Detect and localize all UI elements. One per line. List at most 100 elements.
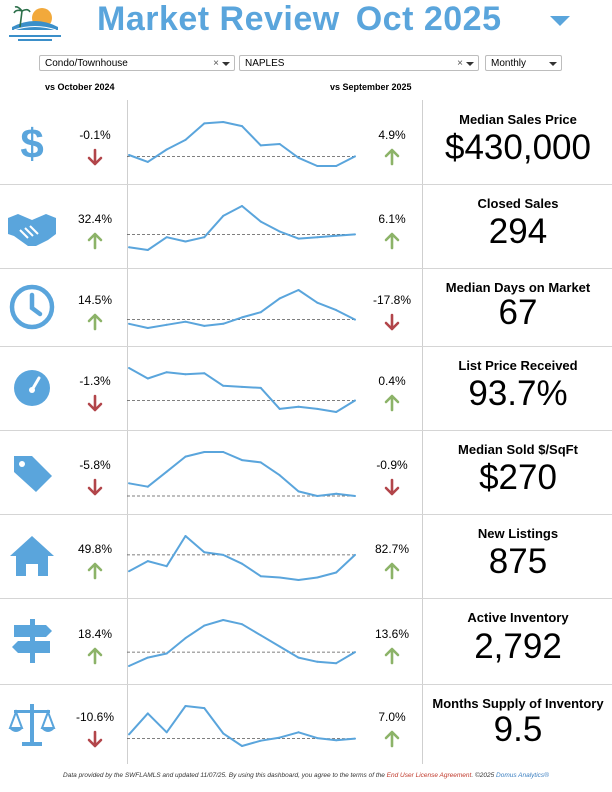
data-point [165,371,168,374]
row-divider [0,346,612,347]
yoy-change: 49.8% [77,542,113,556]
clear-property-type-icon[interactable]: × [213,58,219,69]
sparkline-chart [127,619,357,667]
data-point [354,737,356,740]
data-point [165,148,168,151]
footer: Data provided by the SWFLAMLS and update… [0,772,612,779]
data-point [184,320,187,323]
data-point [259,311,262,314]
chevron-down-icon[interactable] [466,62,474,66]
clear-area-icon[interactable]: × [457,58,463,69]
arrow-up-icon [384,148,400,166]
sparkline-chart [127,289,357,329]
data-point [146,160,149,163]
data-point [184,535,187,537]
data-point [203,372,206,375]
arrow-up-icon [384,730,400,748]
data-point [297,656,300,659]
period-select[interactable]: Monthly [485,55,562,71]
data-point [335,234,338,237]
data-point [203,551,206,554]
data-point [165,652,168,655]
metric-row: 32.4% 6.1% Closed Sales 294 [0,184,612,268]
property-type-select[interactable]: Condo/Townhouse × [39,55,235,71]
metric-row: 14.5% -17.8% Median Days on Market 67 [0,268,612,346]
data-point [335,571,338,574]
data-point [128,367,130,369]
data-point [146,249,149,251]
yoy-change: -0.1% [79,128,111,142]
data-point [184,705,187,707]
series-line [128,451,356,497]
arrow-down-icon [384,313,400,331]
data-point [222,619,225,621]
data-point [128,482,130,485]
data-point [316,407,319,410]
data-point [241,385,243,388]
arrow-up-icon [384,232,400,250]
arrow-down-icon [87,394,103,412]
data-point [128,322,130,325]
eula-link[interactable]: End User License Agreement [386,772,472,779]
data-point [203,624,206,627]
chevron-down-icon[interactable] [222,62,230,66]
sparkline-chart [127,205,357,251]
mom-change: 13.6% [374,627,410,641]
data-point [335,492,338,495]
data-point [241,205,243,207]
series-line [128,535,356,581]
data-point [184,455,187,458]
data-point [278,143,281,145]
data-point [316,301,319,304]
data-point [278,736,281,739]
mom-change: 6.1% [378,212,406,226]
row-divider [0,598,612,599]
metric-row: 49.8% 82.7% New Listings 875 [0,514,612,598]
handshake-icon [8,214,56,246]
data-point [297,490,300,493]
metric-label: Months Supply of Inventory [432,696,604,711]
data-point [146,712,149,715]
data-point [203,122,206,125]
chevron-down-icon[interactable] [549,62,557,66]
data-point [354,553,356,556]
metric-value: 2,792 [474,627,562,666]
month-dropdown-chevron-icon[interactable] [550,16,570,26]
house-icon [10,536,54,576]
data-point [335,662,338,665]
column-header-left: vs October 2024 [45,82,115,92]
yoy-change: -10.6% [75,710,115,724]
mom-change: -17.8% [372,293,412,307]
data-point [259,575,262,578]
domus-analytics-link[interactable]: Domus Analytics® [496,772,549,779]
data-point [222,322,225,325]
mom-change: 82.7% [374,542,410,556]
data-point [203,324,206,327]
data-point [184,637,187,640]
data-point [316,737,319,740]
data-point [184,138,187,141]
data-point [316,236,319,239]
data-point [222,451,225,453]
metric-value: $430,000 [445,128,591,167]
metric-row: 18.4% 13.6% Active Inventory 2,792 [0,598,612,684]
sparkline-chart [127,705,357,747]
metric-value: 67 [498,293,538,332]
property-type-value: Condo/Townhouse [45,58,128,69]
column-header-right: vs September 2025 [330,82,412,92]
data-point [184,240,187,243]
period-value: Monthly [491,58,527,69]
arrow-up-icon [384,394,400,412]
metric-label: Active Inventory [467,610,569,625]
data-point [259,634,262,637]
data-point [335,411,338,413]
arrow-up-icon [87,313,103,331]
sparkline-chart [127,367,357,413]
data-point [316,495,319,497]
area-select[interactable]: NAPLES × [239,55,479,71]
realtors-logo-icon [9,6,61,41]
metric-value: 875 [488,542,548,581]
clock-icon [9,284,55,330]
data-point [259,386,262,389]
data-point [165,731,168,734]
